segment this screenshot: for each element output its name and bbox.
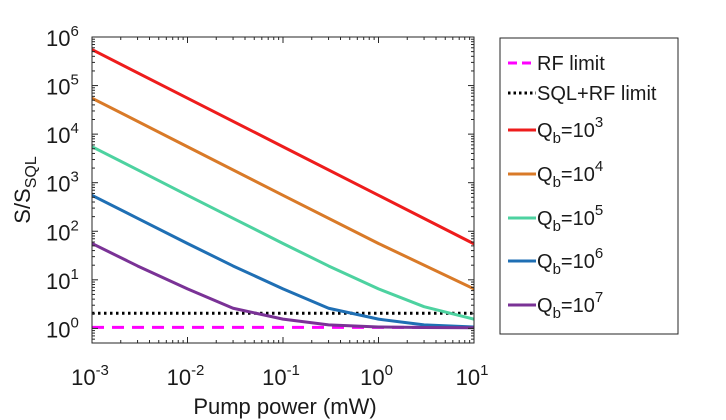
series-line-6 xyxy=(92,193,474,329)
legend-label-5: Qb=105 xyxy=(537,202,603,235)
legend-label-sup: 5 xyxy=(595,202,603,219)
x-tick-base: 10 xyxy=(360,365,384,390)
x-tick-label: 100 xyxy=(360,362,393,390)
legend-label-6: Qb=106 xyxy=(537,245,603,278)
y-tick-base: 10 xyxy=(46,269,70,294)
legend-label-base: Q xyxy=(537,164,553,186)
x-tick-label: 10-2 xyxy=(167,362,205,390)
legend-label-sub: b xyxy=(553,130,561,147)
y-tick-exponent: 3 xyxy=(70,169,78,186)
y-tick-label: 100 xyxy=(46,314,79,342)
y-tick-exponent: 0 xyxy=(70,314,78,331)
legend-label-1: RF limit xyxy=(537,53,605,75)
y-axis-label-base: S/S xyxy=(10,188,35,223)
y-tick-base: 10 xyxy=(46,75,70,100)
series-line-7 xyxy=(92,242,474,330)
legend-label-7: Qb=107 xyxy=(537,289,603,322)
plot-area xyxy=(91,36,475,344)
legend-label-sup: 7 xyxy=(595,289,603,306)
y-tick-label: 104 xyxy=(46,120,79,148)
y-axis-label: S/SSQL xyxy=(10,156,40,224)
x-tick-exponent: -2 xyxy=(191,362,204,379)
y-tick-exponent: 1 xyxy=(70,266,78,283)
x-tick-label: 10-1 xyxy=(262,362,300,390)
legend-label-sub: b xyxy=(553,305,561,322)
y-tick-exponent: 5 xyxy=(70,72,78,89)
x-tick-base: 10 xyxy=(262,365,286,390)
legend-label-mid: =10 xyxy=(561,120,595,142)
series-line-5 xyxy=(92,145,474,321)
series-line-4 xyxy=(92,96,474,291)
legend-label-sup: 4 xyxy=(595,158,603,175)
legend-label-base: Q xyxy=(537,120,553,142)
y-tick-base: 10 xyxy=(46,123,70,148)
x-tick-exponent: -3 xyxy=(96,362,109,379)
y-tick-label: 103 xyxy=(46,169,79,197)
x-axis-label: Pump power (mW) xyxy=(193,394,376,419)
y-axis-label-sub: SQL xyxy=(23,156,40,188)
x-tick-exponent: -1 xyxy=(287,362,300,379)
legend-label-base: Q xyxy=(537,208,553,230)
y-tick-label: 105 xyxy=(46,72,79,100)
legend-label-mid: =10 xyxy=(561,164,595,186)
y-tick-exponent: 2 xyxy=(70,217,78,234)
x-tick-base: 10 xyxy=(167,365,191,390)
y-tick-label: 101 xyxy=(46,266,79,294)
legend-label-mid: =10 xyxy=(561,251,595,273)
legend-label-sup: 6 xyxy=(595,245,603,262)
y-tick-base: 10 xyxy=(46,317,70,342)
x-tick-base: 10 xyxy=(456,365,480,390)
x-tick-exponent: 0 xyxy=(385,362,393,379)
legend-label-sup: 3 xyxy=(595,114,603,131)
x-axis: 10-3 10-2 10-1 100 101 xyxy=(71,37,488,390)
y-tick-base: 10 xyxy=(46,26,70,51)
x-tick-label: 101 xyxy=(456,362,489,390)
x-tick-exponent: 1 xyxy=(480,362,488,379)
legend-label-mid: =10 xyxy=(561,295,595,317)
legend-label-mid: =10 xyxy=(561,208,595,230)
legend-label-text: SQL+RF limit xyxy=(537,83,657,105)
x-tick-label: 10-3 xyxy=(71,362,109,390)
y-tick-base: 10 xyxy=(46,220,70,245)
series-line-3 xyxy=(92,48,474,246)
y-tick-exponent: 4 xyxy=(70,120,78,137)
y-tick-base: 10 xyxy=(46,172,70,197)
y-tick-label: 102 xyxy=(46,217,79,245)
legend-label-base: Q xyxy=(537,251,553,273)
legend-label-4: Qb=104 xyxy=(537,158,603,191)
series-lines xyxy=(92,48,474,330)
y-tick-label: 106 xyxy=(46,23,79,51)
x-tick-base: 10 xyxy=(71,365,95,390)
y-tick-exponent: 6 xyxy=(70,23,78,40)
legend-box xyxy=(499,37,679,335)
legend-label-3: Qb=103 xyxy=(537,114,603,147)
legend-label-base: Q xyxy=(537,295,553,317)
legend-label-sub: b xyxy=(553,174,561,191)
legend-label-sub: b xyxy=(553,218,561,235)
plot-frame xyxy=(91,36,475,344)
legend-label-text: RF limit xyxy=(537,53,605,75)
legend-label-sub: b xyxy=(553,261,561,278)
legend-label-2: SQL+RF limit xyxy=(537,83,657,105)
